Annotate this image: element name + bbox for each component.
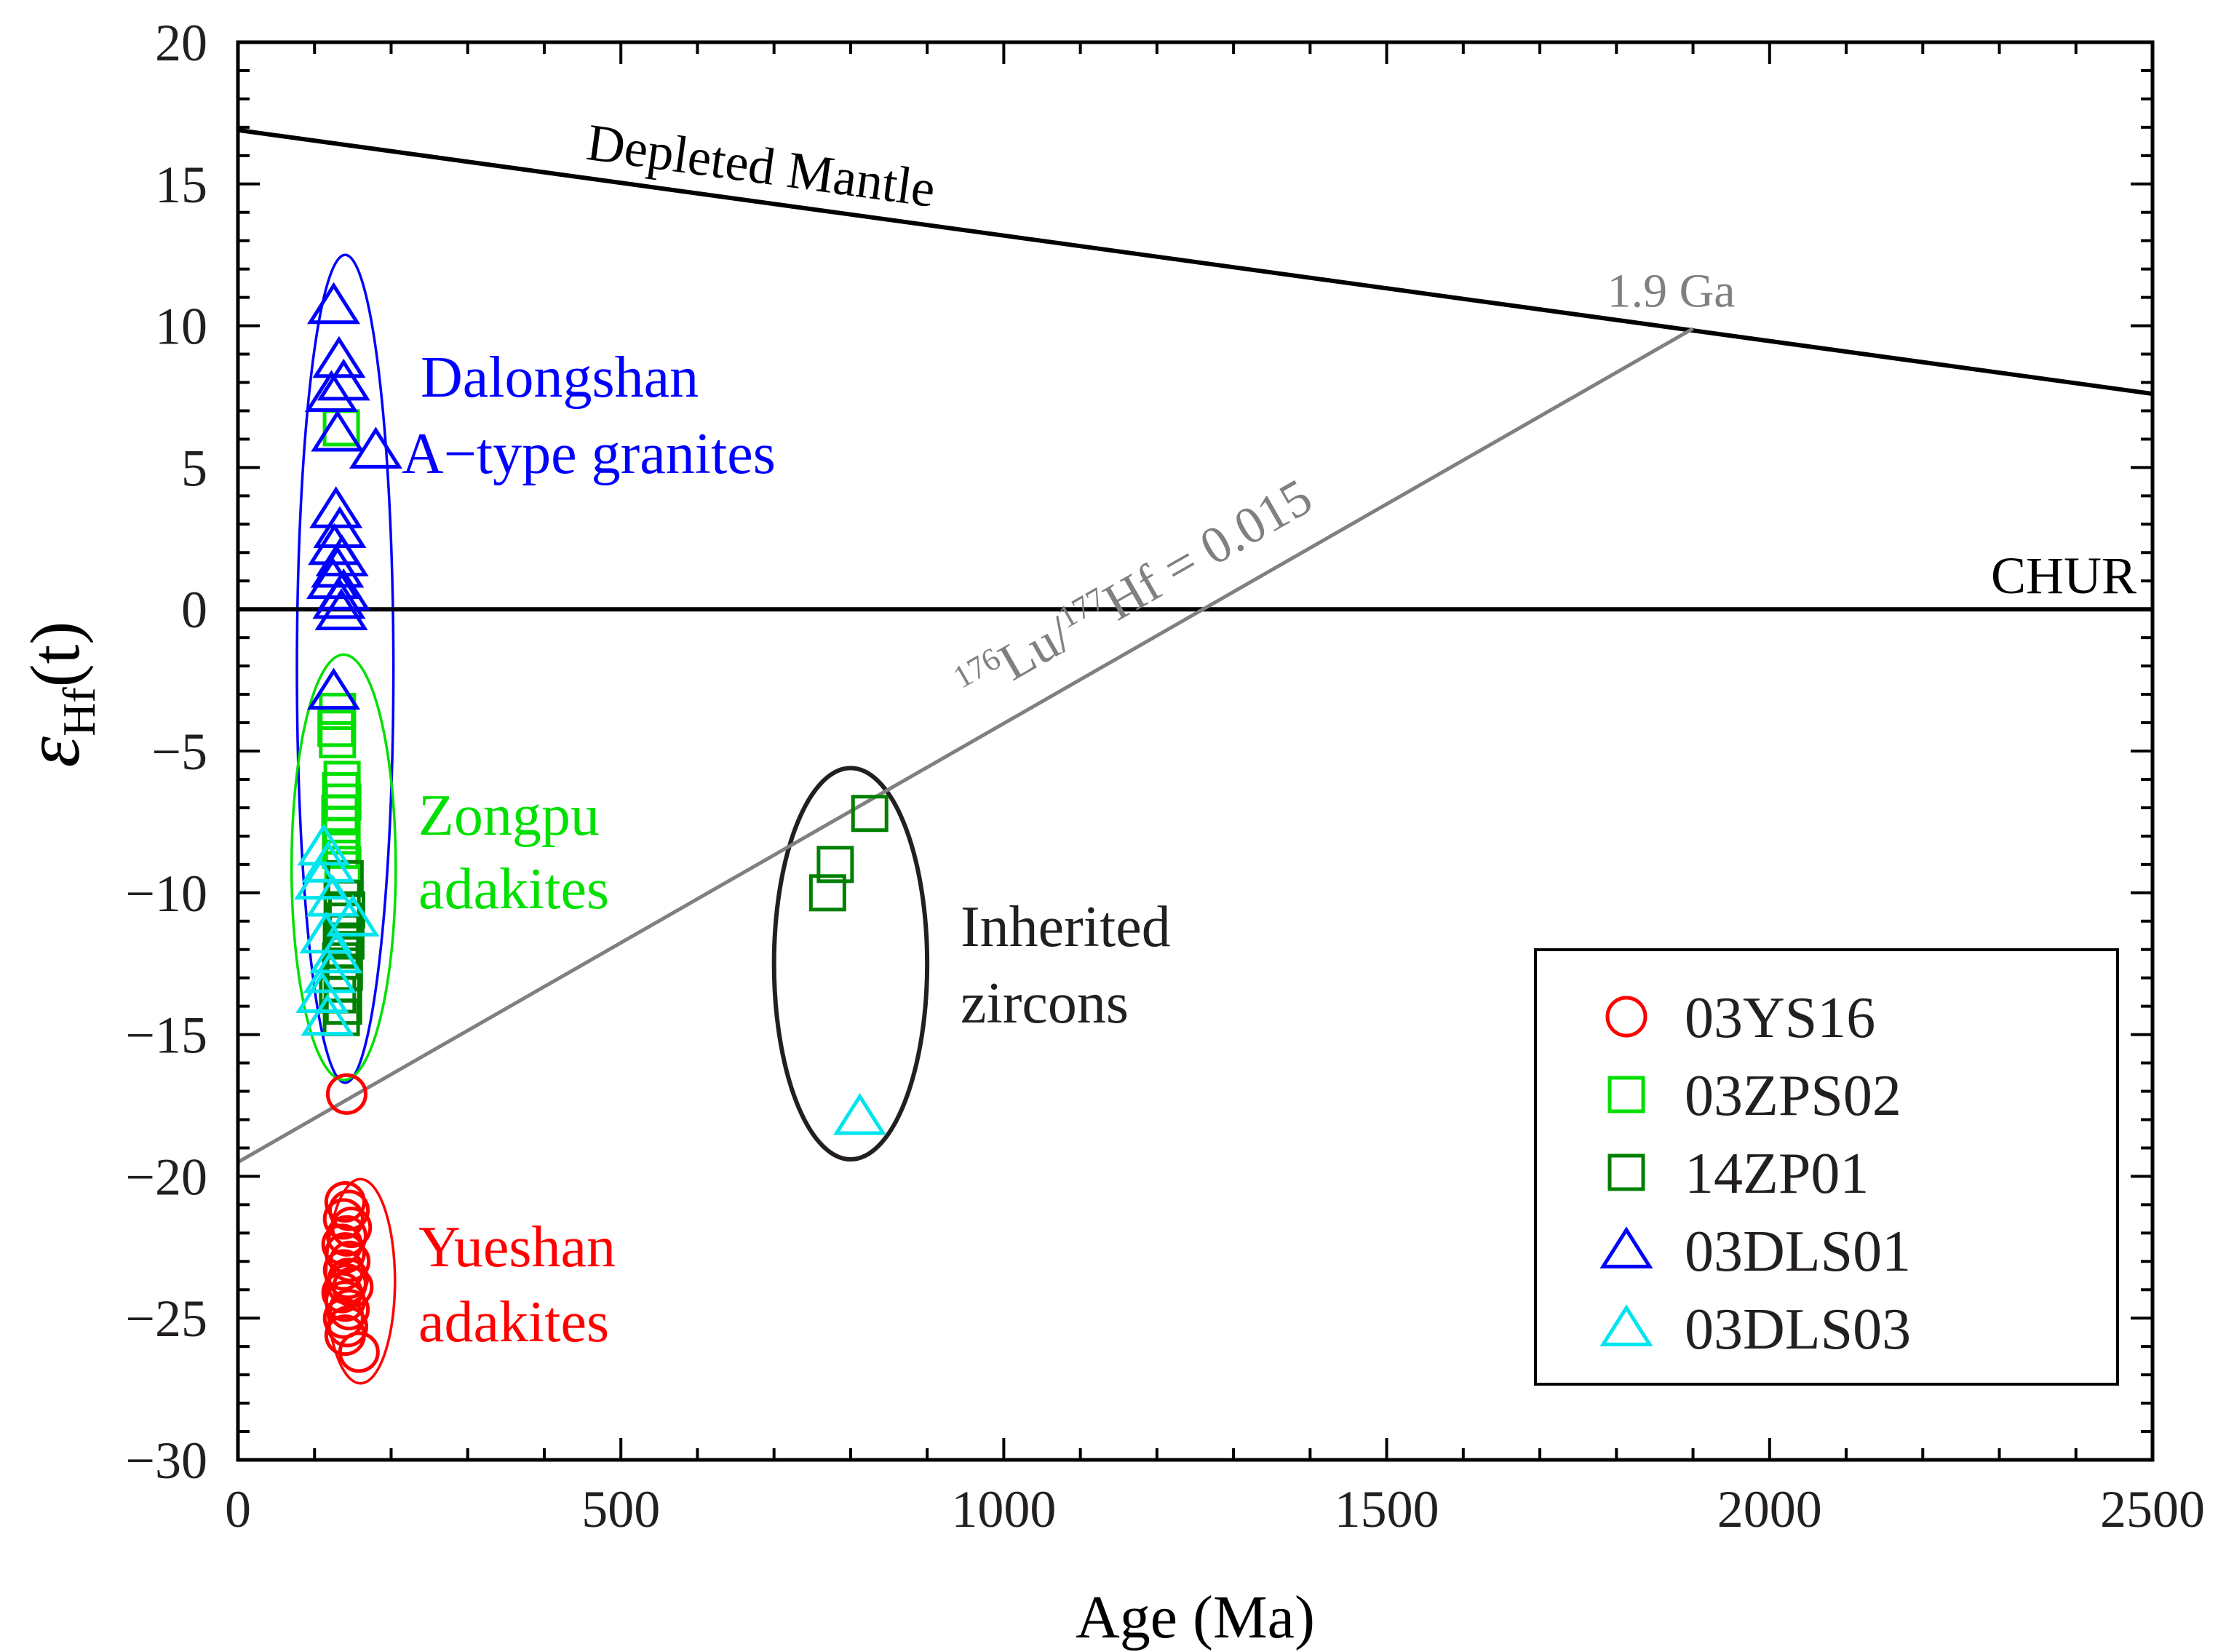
point-14zp01 <box>325 902 362 940</box>
reference-line-lu-hf <box>236 327 1694 1164</box>
point-03dls01 <box>306 557 360 600</box>
legend-marker-14zp01 <box>1607 1153 1645 1191</box>
annotation-inherited-line1: Inherited <box>961 895 1171 959</box>
y-axis-title: εHf(t) <box>9 622 105 768</box>
age-1-9-ga-label: 1.9 Ga <box>1607 264 1736 317</box>
ellipse-inherited <box>771 766 930 1162</box>
annotation-inherited-line2: zircons <box>961 972 1129 1036</box>
y-axis-title-subscript: Hf <box>53 687 105 736</box>
point-03ys16 <box>329 1240 371 1282</box>
x-tick-label: 2000 <box>1717 1480 1822 1538</box>
y-tick-label: −30 <box>125 1431 207 1490</box>
point-03dls01 <box>307 667 361 710</box>
legend-marker-03dls03 <box>1599 1304 1653 1346</box>
annotation-dalongshan-line2: A−type granites <box>402 422 776 486</box>
point-03ys16 <box>325 1215 367 1257</box>
x-axis-title: Age (Ma) <box>1076 1584 1315 1651</box>
point-03dls03 <box>326 894 380 937</box>
annotation-zongpu-line2: adakites <box>418 857 609 921</box>
x-tick-label: 2500 <box>2100 1480 2205 1538</box>
axis-tick-labels: 0 500 1000 1500 2000 2500 20 15 10 5 0 −5 −10 −15 −20 −… <box>125 14 2205 1538</box>
reference-lines <box>236 127 2153 1164</box>
y-axis-title-suffix: (t) <box>16 622 94 688</box>
legend-entries <box>1599 996 1653 1346</box>
legend-marker-03zps02 <box>1607 1076 1645 1113</box>
x-tick-label: 500 <box>581 1480 660 1538</box>
point-03dls03 <box>309 931 363 974</box>
y-tick-label: 10 <box>155 298 207 356</box>
annotation-zongpu-line1: Zongpu <box>418 784 600 848</box>
point-03dls03 <box>833 1092 887 1135</box>
group-ellipses <box>290 253 930 1385</box>
reference-line-depleted-mantle <box>237 127 2153 397</box>
y-tick-label: −20 <box>125 1148 207 1206</box>
y-tick-label: −5 <box>151 723 207 781</box>
y-axis-title-symbol: ε <box>9 736 96 767</box>
legend-box <box>1534 948 2119 1386</box>
point-03dls01 <box>311 409 365 452</box>
point-03ys16 <box>328 1289 370 1331</box>
data-points <box>294 282 889 1373</box>
legend-label-14zp01: 14ZP01 <box>1685 1142 1869 1206</box>
point-03zps02 <box>319 720 357 758</box>
annotation-yueshan-line1: Yueshan <box>418 1215 616 1279</box>
point-03dls01 <box>314 588 368 630</box>
point-03dls01 <box>312 335 366 378</box>
point-14zp01 <box>816 846 854 883</box>
y-tick-label: 0 <box>181 581 207 639</box>
y-tick-label: −25 <box>125 1290 207 1348</box>
point-03dls01 <box>317 358 370 401</box>
point-14zp01 <box>327 891 365 929</box>
y-tick-label: 20 <box>155 14 207 72</box>
plot-frame <box>236 40 2155 1462</box>
point-03ys16 <box>338 1331 380 1373</box>
point-03dls01 <box>304 370 358 413</box>
legend-label-03dls03: 03DLS03 <box>1685 1298 1911 1362</box>
y-tick-label: −10 <box>125 865 207 923</box>
legend-label-03ys16: 03YS16 <box>1685 986 1875 1050</box>
ellipse-zongpu <box>290 653 397 1081</box>
point-03dls03 <box>303 951 357 993</box>
point-03ys16 <box>324 1232 366 1274</box>
y-tick-label: 15 <box>155 156 207 214</box>
point-03dls03 <box>295 971 349 1013</box>
x-tick-label: 0 <box>225 1480 251 1538</box>
point-03ys16 <box>325 1073 367 1115</box>
chur-label: CHUR <box>1991 547 2136 605</box>
point-03dls01 <box>349 426 402 469</box>
ellipse-dalongshan <box>295 253 395 1084</box>
point-14zp01 <box>808 874 846 912</box>
point-14zp01 <box>327 922 365 960</box>
point-03dls03 <box>301 841 355 883</box>
point-03dls03 <box>306 874 360 917</box>
y-tick-label: −15 <box>125 1006 207 1065</box>
point-03dls01 <box>313 506 367 549</box>
point-03ys16 <box>328 1189 370 1231</box>
point-14zp01 <box>851 795 889 833</box>
annotation-yueshan-line2: adakites <box>418 1290 609 1354</box>
x-tick-label: 1500 <box>1335 1480 1439 1538</box>
point-03dls03 <box>301 993 354 1036</box>
legend-marker-03dls01 <box>1599 1226 1653 1268</box>
legend: 03YS16 03ZPS02 14ZP01 03DLS01 03DLS03 <box>1534 948 2119 1386</box>
point-03dls01 <box>312 576 366 619</box>
legend-marker-03ys16 <box>1605 996 1647 1038</box>
x-tick-label: 1000 <box>951 1480 1056 1538</box>
y-tick-label: 5 <box>181 439 207 497</box>
legend-label-03zps02: 03ZPS02 <box>1685 1064 1901 1128</box>
point-03ys16 <box>322 1198 365 1240</box>
point-03dls01 <box>307 282 361 325</box>
legend-label-03dls01: 03DLS01 <box>1685 1220 1911 1284</box>
annotation-dalongshan-line1: Dalongshan <box>421 346 699 410</box>
